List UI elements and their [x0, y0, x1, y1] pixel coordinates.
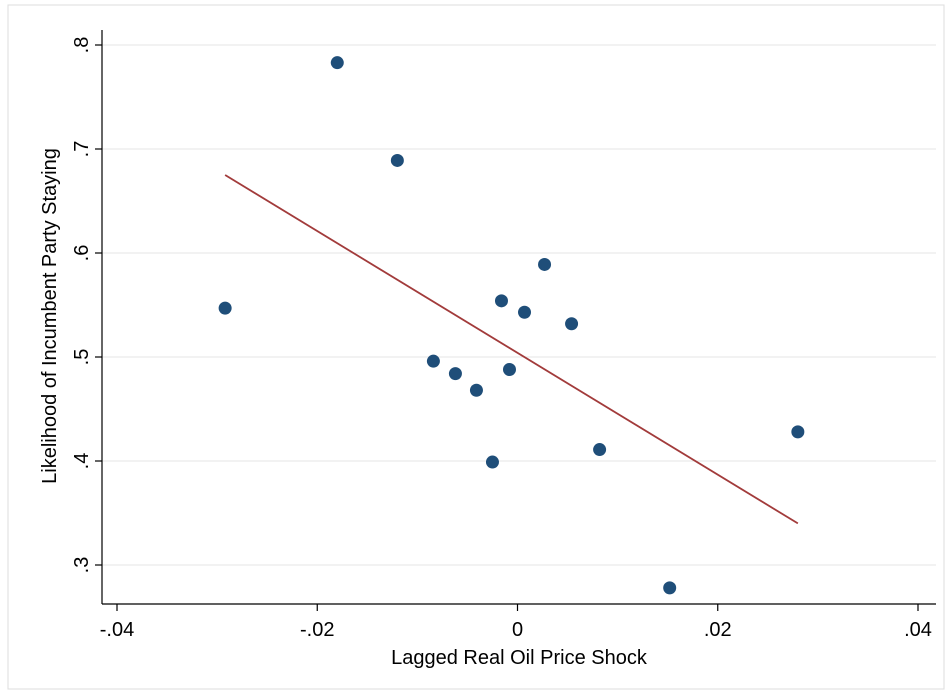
data-point: [218, 301, 232, 315]
fit-line-layer: [224, 174, 799, 525]
data-point: [469, 383, 483, 397]
y-tick-label: .4: [71, 453, 93, 470]
y-axis-title: Likelihood of Incumbent Party Staying: [39, 148, 61, 484]
y-tick-label: .5: [71, 349, 93, 366]
x-tick-label: -.02: [300, 619, 334, 641]
x-tick-label: .04: [904, 619, 932, 641]
y-tick-label: .6: [71, 245, 93, 262]
plot-border: [7, 4, 945, 690]
data-point: [390, 153, 404, 167]
data-point: [593, 443, 607, 457]
data-point: [330, 56, 344, 70]
x-axis-ticks: -.04 -.02 0 .02 .04: [100, 604, 932, 641]
data-point: [502, 362, 516, 376]
data-point: [485, 455, 499, 469]
data-point: [448, 367, 462, 381]
fit-line: [224, 174, 799, 525]
data-point: [518, 305, 532, 319]
y-tick-label: .8: [71, 37, 93, 54]
data-point: [426, 354, 440, 368]
data-point: [565, 317, 579, 331]
data-points: [218, 56, 805, 595]
data-point: [663, 581, 677, 595]
x-axis-title: Lagged Real Oil Price Shock: [391, 647, 648, 669]
x-tick-label: 0: [512, 619, 523, 641]
y-tick-label: .3: [71, 557, 93, 574]
x-tick-label: .02: [704, 619, 732, 641]
data-point: [494, 294, 508, 308]
data-point: [791, 425, 805, 439]
y-tick-label: .7: [71, 141, 93, 158]
y-axis-ticks: .3 .4 .5 .6 .7 .8: [71, 37, 102, 574]
x-tick-label: -.04: [100, 619, 134, 641]
gridlines: [102, 44, 936, 566]
data-point: [538, 257, 552, 271]
